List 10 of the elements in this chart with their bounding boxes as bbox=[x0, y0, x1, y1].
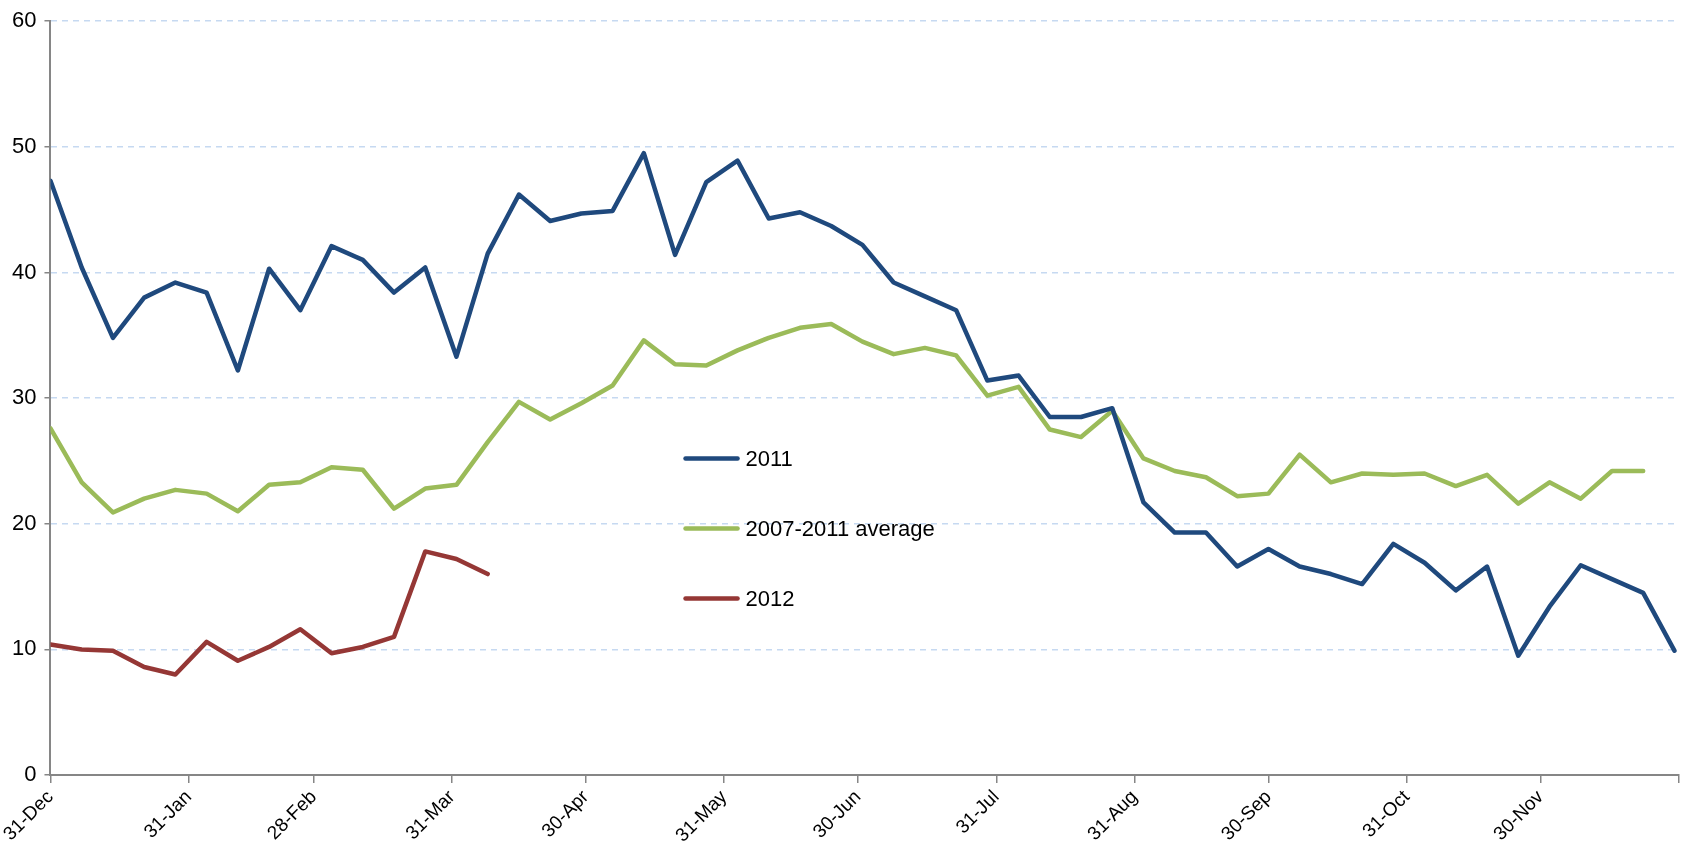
legend-label: 2012 bbox=[745, 585, 795, 611]
y-tick-label: 30 bbox=[11, 384, 37, 410]
y-tick-label: 20 bbox=[11, 509, 37, 535]
legend-label: 2007-2011 average bbox=[745, 515, 935, 541]
legend-label: 2011 bbox=[745, 445, 793, 471]
y-tick-label: 50 bbox=[11, 132, 37, 158]
y-tick-label: 0 bbox=[24, 761, 37, 787]
y-tick-label: 10 bbox=[11, 635, 37, 661]
y-tick-label: 60 bbox=[11, 7, 37, 33]
y-tick-label: 40 bbox=[11, 258, 37, 284]
